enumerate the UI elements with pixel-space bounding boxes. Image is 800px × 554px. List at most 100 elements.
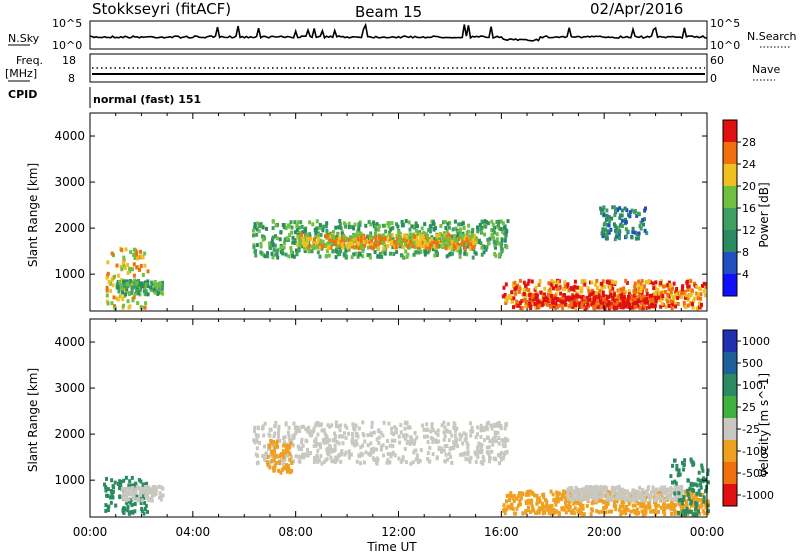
scatter-cell <box>480 252 484 257</box>
scatter-cell <box>594 302 598 307</box>
scatter-cell <box>261 453 265 458</box>
scatter-cell <box>256 433 260 438</box>
scatter-cell <box>123 507 127 512</box>
scatter-cell <box>132 247 136 252</box>
scatter-cell <box>493 430 497 435</box>
scatter-cell <box>593 493 597 498</box>
scatter-cell <box>564 504 568 508</box>
scatter-cell <box>585 494 589 498</box>
scatter-cell <box>284 443 288 448</box>
scatter-cell <box>618 206 622 211</box>
scatter-cell <box>670 511 673 516</box>
scatter-cell <box>603 284 607 289</box>
scatter-cell <box>631 488 635 493</box>
scatter-cell <box>607 223 611 228</box>
scatter-cell <box>156 290 160 295</box>
scatter-cell <box>507 294 511 299</box>
scatter-cell <box>338 222 342 227</box>
scatter-cell <box>295 248 298 253</box>
scatter-cell <box>666 489 669 494</box>
scatter-cell <box>654 495 658 500</box>
scatter-cell <box>356 233 360 238</box>
scatter-cell <box>409 233 413 238</box>
scatter-cell <box>275 439 279 444</box>
scatter-cell <box>682 462 686 467</box>
scatter-cell <box>420 226 424 231</box>
scatter-cell <box>599 484 603 489</box>
scatter-cell <box>442 220 445 225</box>
scatter-cell <box>150 498 154 503</box>
scatter-cell <box>377 246 381 251</box>
scatter-cell <box>591 486 595 491</box>
scatter-cell <box>140 498 144 503</box>
scatter-cell <box>686 478 690 483</box>
scatter-cell <box>517 289 521 294</box>
scatter-cell <box>561 300 565 304</box>
scatter-cell <box>394 245 398 250</box>
scatter-cell <box>393 438 397 443</box>
scatter-cell <box>504 282 508 287</box>
scatter-cell <box>681 461 684 465</box>
scatter-cell <box>374 231 378 236</box>
scatter-cell <box>130 510 134 515</box>
scatter-cell <box>594 294 598 299</box>
scatter-cell <box>590 507 594 512</box>
scatter-cell <box>313 237 316 242</box>
scatter-cell <box>558 297 562 302</box>
scatter-cell <box>457 243 461 248</box>
scatter-cell <box>642 303 646 308</box>
scatter-cell <box>337 236 341 241</box>
scatter-cell <box>326 440 329 445</box>
scatter-cell <box>492 235 495 240</box>
scatter-cell <box>695 502 699 506</box>
scatter-cell <box>500 438 504 443</box>
scatter-cell <box>159 494 163 499</box>
scatter-cell <box>152 489 156 494</box>
scatter-cell <box>456 248 460 253</box>
scatter-cell <box>633 209 637 213</box>
scatter-cell <box>371 235 375 240</box>
scatter-cell <box>665 491 669 496</box>
scatter-cell <box>557 512 561 517</box>
scatter-cell <box>442 437 446 442</box>
scatter-cell <box>391 245 395 250</box>
scatter-cell <box>482 250 486 255</box>
scatter-cell <box>282 443 286 448</box>
scatter-cell <box>457 232 460 237</box>
scatter-cell <box>153 290 157 295</box>
scatter-cell <box>643 300 647 305</box>
scatter-cell <box>606 501 610 506</box>
scatter-cell <box>352 426 356 431</box>
scatter-cell <box>454 442 458 447</box>
scatter-cell <box>675 463 679 468</box>
scatter-cell <box>450 239 454 244</box>
scatter-cell <box>352 234 356 239</box>
scatter-cell <box>448 241 452 246</box>
scatter-cell <box>658 487 662 492</box>
scatter-cell <box>647 501 651 506</box>
scatter-cell <box>559 291 563 296</box>
scatter-cell <box>369 447 373 452</box>
scatter-cell <box>516 503 520 508</box>
scatter-cell <box>605 236 608 241</box>
scatter-cell <box>302 239 306 244</box>
scatter-cell <box>512 305 515 310</box>
scatter-cell <box>333 437 337 442</box>
scatter-cell <box>521 491 525 496</box>
freq-panel <box>89 53 708 83</box>
scatter-cell <box>568 504 572 509</box>
scatter-cell <box>387 221 391 225</box>
scatter-cell <box>634 497 638 502</box>
scatter-cell <box>411 237 415 242</box>
scatter-cell <box>703 501 707 506</box>
scatter-cell <box>660 296 664 301</box>
scatter-cell <box>632 493 636 498</box>
scatter-cell <box>319 239 323 244</box>
scatter-cell <box>306 236 310 241</box>
scatter-cell <box>492 456 496 461</box>
power-ylabel: Slant Range [km] <box>26 163 40 267</box>
scatter-cell <box>494 253 498 258</box>
scatter-cell <box>423 235 426 240</box>
scatter-cell <box>126 299 130 304</box>
scatter-cell <box>437 439 441 444</box>
